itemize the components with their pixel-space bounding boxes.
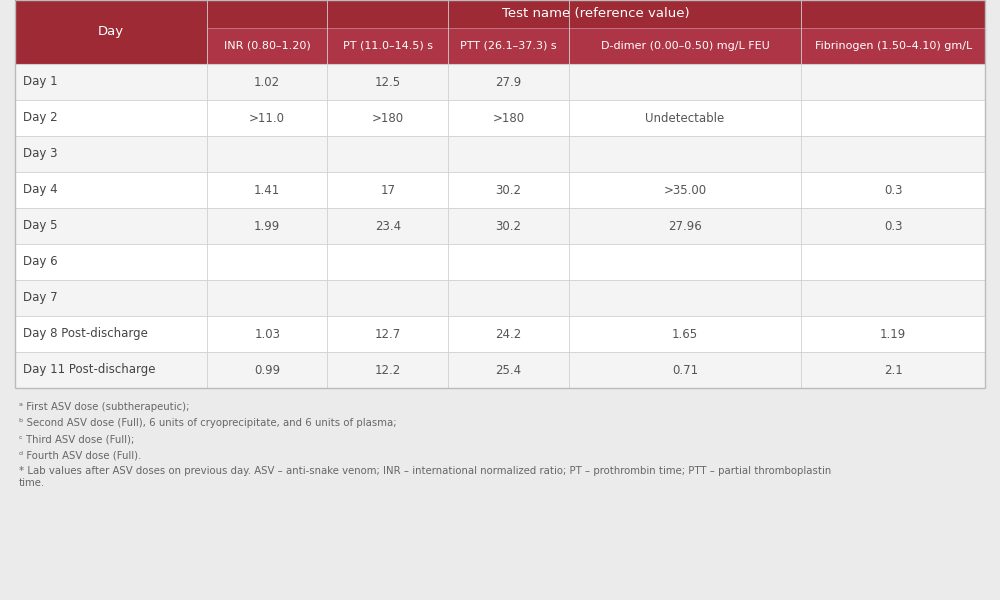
- Bar: [15, 64, 985, 100]
- Text: 23.4: 23.4: [375, 220, 401, 232]
- Text: PTT (26.1–37.3) s: PTT (26.1–37.3) s: [460, 41, 557, 51]
- Text: D-dimer (0.00–0.50) mg/L FEU: D-dimer (0.00–0.50) mg/L FEU: [601, 41, 769, 51]
- Text: ᵃ First ASV dose (subtherapeutic);: ᵃ First ASV dose (subtherapeutic);: [19, 402, 189, 412]
- Bar: [15, 316, 985, 352]
- Bar: [15, 136, 985, 172]
- Text: * Lab values after ASV doses on previous day. ASV – anti-snake venom; INR – inte: * Lab values after ASV doses on previous…: [19, 466, 831, 488]
- Bar: [207, 0, 985, 28]
- Text: 1.19: 1.19: [880, 328, 906, 340]
- Text: 0.99: 0.99: [254, 364, 280, 377]
- Text: Day 3: Day 3: [23, 148, 58, 160]
- Text: Fibrinogen (1.50–4.10) gm/L: Fibrinogen (1.50–4.10) gm/L: [815, 41, 972, 51]
- Text: 1.65: 1.65: [672, 328, 698, 340]
- Text: ᵈ Fourth ASV dose (Full).: ᵈ Fourth ASV dose (Full).: [19, 450, 141, 460]
- Text: 27.9: 27.9: [495, 76, 522, 88]
- Bar: [801, 28, 985, 64]
- Text: 24.2: 24.2: [495, 328, 522, 340]
- Bar: [327, 28, 448, 64]
- Text: Day 7: Day 7: [23, 292, 58, 304]
- Text: 0.3: 0.3: [884, 184, 902, 196]
- Text: 1.03: 1.03: [254, 328, 280, 340]
- Text: 0.3: 0.3: [884, 220, 902, 232]
- Text: 12.2: 12.2: [375, 364, 401, 377]
- Text: Day 11 Post-discharge: Day 11 Post-discharge: [23, 364, 156, 377]
- Text: Undetectable: Undetectable: [645, 112, 725, 124]
- Bar: [15, 172, 985, 208]
- Bar: [15, 244, 985, 280]
- Text: >180: >180: [372, 112, 404, 124]
- Text: ᵇ Second ASV dose (Full), 6 units of cryoprecipitate, and 6 units of plasma;: ᵇ Second ASV dose (Full), 6 units of cry…: [19, 418, 396, 428]
- Bar: [448, 28, 569, 64]
- Bar: [569, 28, 801, 64]
- Text: INR (0.80–1.20): INR (0.80–1.20): [224, 41, 311, 51]
- Text: 30.2: 30.2: [495, 184, 521, 196]
- Text: Day 4: Day 4: [23, 184, 58, 196]
- Text: 12.5: 12.5: [375, 76, 401, 88]
- Text: Day 5: Day 5: [23, 220, 58, 232]
- Text: >35.00: >35.00: [664, 184, 707, 196]
- Text: 25.4: 25.4: [495, 364, 521, 377]
- Text: PT (11.0–14.5) s: PT (11.0–14.5) s: [343, 41, 433, 51]
- Text: Day: Day: [98, 25, 124, 38]
- Text: 2.1: 2.1: [884, 364, 903, 377]
- Text: >11.0: >11.0: [249, 112, 285, 124]
- Text: 1.41: 1.41: [254, 184, 280, 196]
- Text: 17: 17: [380, 184, 395, 196]
- Bar: [15, 0, 207, 64]
- Text: >180: >180: [492, 112, 524, 124]
- Bar: [15, 352, 985, 388]
- Bar: [15, 280, 985, 316]
- Text: 27.96: 27.96: [668, 220, 702, 232]
- Text: Day 8 Post-discharge: Day 8 Post-discharge: [23, 328, 148, 340]
- Text: Day 2: Day 2: [23, 112, 58, 124]
- Text: 1.99: 1.99: [254, 220, 280, 232]
- Text: Day 6: Day 6: [23, 256, 58, 269]
- Text: Day 1: Day 1: [23, 76, 58, 88]
- Text: 0.71: 0.71: [672, 364, 698, 377]
- Text: ᶜ Third ASV dose (Full);: ᶜ Third ASV dose (Full);: [19, 434, 134, 444]
- Text: 12.7: 12.7: [375, 328, 401, 340]
- Text: 30.2: 30.2: [495, 220, 521, 232]
- Text: Test name (reference value): Test name (reference value): [502, 7, 690, 20]
- Bar: [15, 100, 985, 136]
- Text: 1.02: 1.02: [254, 76, 280, 88]
- Bar: [15, 208, 985, 244]
- Bar: [207, 28, 327, 64]
